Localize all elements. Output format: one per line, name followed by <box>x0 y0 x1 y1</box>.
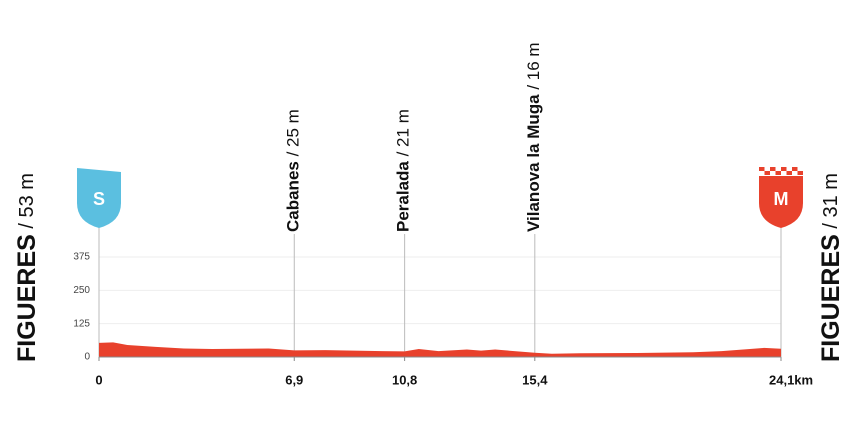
finish-checker <box>792 167 798 171</box>
start-icon-label: S <box>93 189 105 209</box>
y-tick-label: 125 <box>73 318 90 329</box>
finish-checker <box>759 167 765 171</box>
x-tick-label: 6,9 <box>285 372 303 387</box>
waypoint-name: Vilanova la Muga <box>524 94 543 232</box>
finish-label: FIGUERES / 31 m <box>817 173 845 362</box>
y-tick-label: 375 <box>73 252 90 263</box>
finish-checker <box>786 171 792 175</box>
start-name: FIGUERES <box>13 234 41 362</box>
finish-checker <box>775 171 781 175</box>
start-label: FIGUERES / 53 m <box>13 173 41 362</box>
waypoint-label: Cabanes / 25 m <box>284 109 303 232</box>
waypoint-label: Vilanova la Muga / 16 m <box>524 42 543 232</box>
start-icon <box>77 176 121 228</box>
finish-altitude: / 31 m <box>820 173 842 234</box>
waypoint-name: Peralada <box>394 161 413 232</box>
finish-name: FIGUERES <box>817 234 845 362</box>
finish-checker <box>781 167 787 171</box>
x-tick-label: 0 <box>95 372 102 387</box>
waypoint-altitude: / 25 m <box>284 109 303 161</box>
finish-icon <box>759 176 803 228</box>
waypoint-altitude: / 16 m <box>524 42 543 94</box>
finish-icon-label: M <box>774 189 789 209</box>
start-flag <box>77 168 121 176</box>
start-altitude: / 53 m <box>16 173 38 234</box>
waypoint-name: Cabanes <box>284 161 303 232</box>
elevation-area <box>99 342 781 357</box>
waypoint-altitude: / 21 m <box>394 109 413 161</box>
finish-checker <box>797 171 803 175</box>
waypoint-label: Peralada / 21 m <box>394 109 413 232</box>
finish-checker <box>764 171 770 175</box>
x-tick-label: 10,8 <box>392 372 417 387</box>
x-tick-label: 15,4 <box>522 372 548 387</box>
y-tick-label: 0 <box>84 352 90 363</box>
x-tick-label: 24,1km <box>769 372 813 387</box>
finish-checker <box>770 167 776 171</box>
y-tick-label: 250 <box>73 285 90 296</box>
